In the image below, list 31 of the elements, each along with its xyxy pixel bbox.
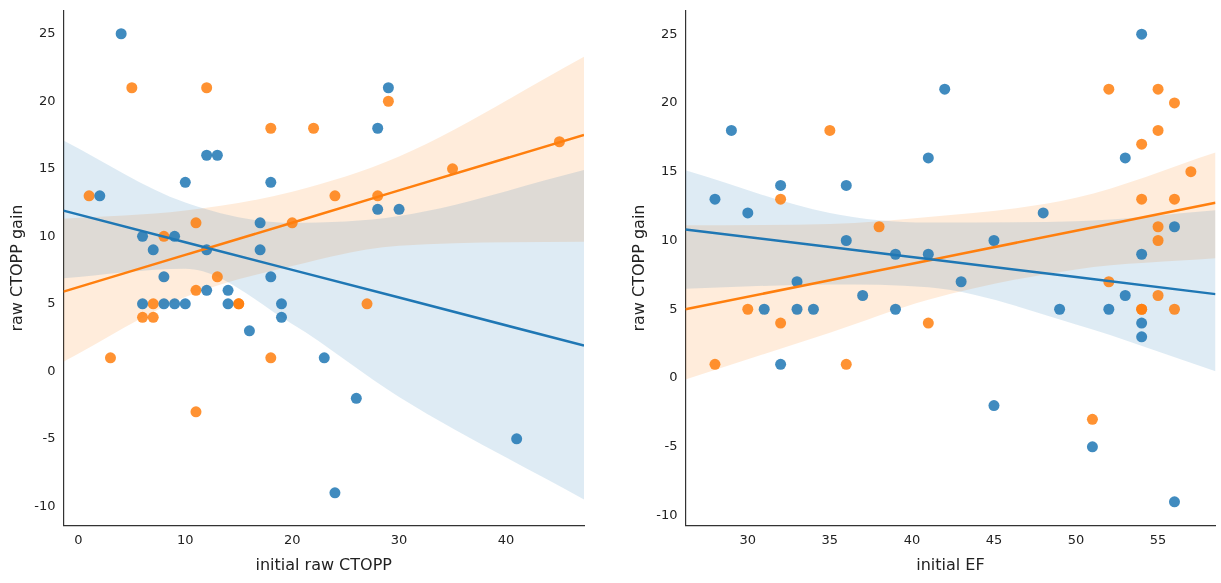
y-tick-label: -10 — [656, 506, 678, 522]
y-tick-label: 0 — [669, 369, 678, 385]
x-tick-label: 30 — [390, 532, 408, 548]
y-axis-title: raw CTOPP gain — [6, 204, 26, 332]
y-tick-label: 5 — [47, 295, 56, 311]
y-tick-label: -5 — [664, 438, 678, 454]
x-tick-label: 40 — [903, 532, 921, 548]
x-tick-label: 30 — [739, 532, 757, 548]
y-tick-label: 0 — [47, 362, 56, 378]
y-tick-label: 10 — [660, 231, 678, 247]
y-tick-label: 15 — [38, 160, 56, 176]
x-tick-label: 35 — [821, 532, 839, 548]
x-tick-label: 10 — [177, 532, 194, 548]
y-tick-label: -5 — [42, 430, 56, 446]
x-tick-label: 45 — [985, 532, 1003, 548]
y-tick-label: -10 — [34, 497, 56, 513]
x-tick-label: 50 — [1067, 532, 1085, 548]
x-tick-label: 0 — [74, 532, 83, 548]
x-tick-label: 55 — [1149, 532, 1167, 548]
y-tick-label: 25 — [660, 25, 678, 41]
y-tick-label: 10 — [38, 227, 56, 243]
y-tick-label: 20 — [38, 92, 56, 108]
x-tick-label: 20 — [283, 532, 301, 548]
y-tick-label: 5 — [669, 300, 678, 316]
y-axis-title: raw CTOPP gain — [628, 204, 648, 332]
y-tick-label: 25 — [38, 25, 56, 41]
y-tick-label: 20 — [660, 94, 678, 110]
x-tick-label: 40 — [497, 532, 515, 548]
x-axis-title: initial EF — [916, 554, 985, 574]
y-tick-label: 15 — [660, 163, 678, 179]
x-axis-title: initial raw CTOPP — [255, 554, 393, 574]
